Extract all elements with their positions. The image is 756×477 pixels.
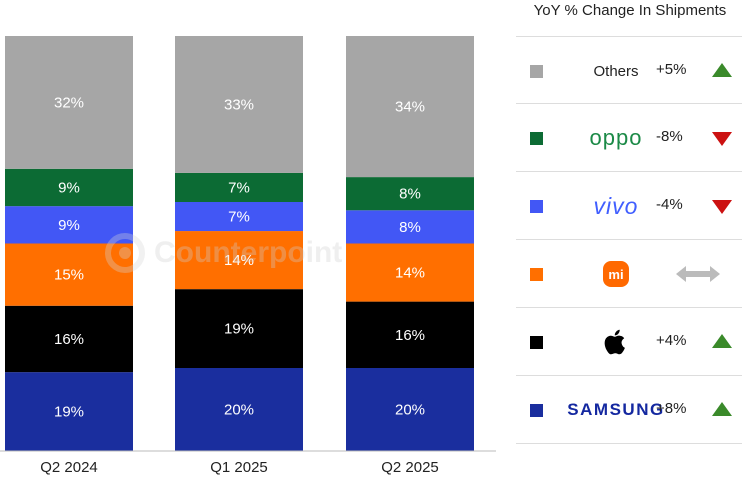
data-label-samsung-3: 20% (395, 402, 425, 419)
double-arrow-icon (676, 266, 720, 282)
legend-brand-samsung: SAMSUNG (556, 390, 676, 430)
legend-brand-others: Others (556, 51, 676, 91)
bar-segment-apple-2 (175, 289, 303, 368)
x-tick-label-1: Q2 2024 (40, 459, 98, 476)
bar-segment-others-1 (5, 36, 133, 169)
legend-swatch-apple (530, 336, 543, 349)
oppo-logo: oppo (589, 125, 643, 150)
data-label-vivo-1: 9% (58, 217, 80, 234)
data-label-apple-1: 16% (54, 331, 84, 348)
bar-segment-apple-1 (5, 305, 133, 373)
legend-change-others: +5% (656, 61, 687, 78)
bar-segment-oppo-2 (175, 172, 303, 202)
legend-row-apple: +4% (516, 308, 742, 376)
bars-group: 19% 16% 15% 9% 9% 32% 20% 19% 14% 7% 7% 33% 20% 16% 14… (5, 36, 474, 451)
arrow-down-icon (712, 132, 732, 146)
legend-change-vivo: -4% (656, 196, 683, 213)
bar-segment-vivo-2 (175, 202, 303, 232)
legend-brand-xiaomi: mi (556, 254, 676, 294)
legend-change-samsung: +8% (656, 400, 687, 417)
x-axis-ticks: Q2 2024 Q1 2025 Q2 2025 (40, 459, 439, 476)
legend-brand-apple (556, 322, 676, 362)
legend-brand-oppo: oppo (556, 118, 676, 158)
legend-swatch-oppo (530, 132, 543, 145)
xiaomi-logo: mi (603, 261, 629, 287)
data-label-oppo-1: 9% (58, 179, 80, 196)
legend-change-oppo: -8% (656, 128, 683, 145)
bar-segment-oppo-1 (5, 168, 133, 207)
legend-swatch-others (530, 65, 543, 78)
data-label-others-3: 34% (395, 99, 425, 116)
arrow-up-icon (712, 334, 732, 348)
legend-row-xiaomi: mi (516, 240, 742, 308)
data-label-vivo-2: 7% (228, 209, 250, 226)
bar-segment-apple-3 (346, 301, 474, 368)
legend-row-others: Others +5% (516, 36, 742, 104)
x-tick-label-3: Q2 2025 (381, 459, 439, 476)
arrow-up-icon (712, 63, 732, 77)
brand-others-label: Others (593, 62, 639, 80)
data-label-others-1: 32% (54, 94, 84, 111)
legend-row-vivo: vivo -4% (516, 172, 742, 240)
samsung-logo: SAMSUNG (567, 400, 665, 419)
bar-segment-others-3 (346, 36, 474, 178)
data-label-oppo-3: 8% (399, 186, 421, 203)
data-label-oppo-2: 7% (228, 179, 250, 196)
data-label-samsung-2: 20% (224, 402, 254, 419)
data-label-apple-2: 19% (224, 321, 254, 338)
bar-segment-others-2 (175, 36, 303, 173)
apple-logo-icon (604, 329, 625, 355)
watermark: Counterpoint (104, 228, 394, 278)
data-label-vivo-3: 8% (399, 219, 421, 236)
counterpoint-logo-icon (105, 233, 145, 273)
legend-swatch-vivo (530, 200, 543, 213)
bar-segment-xiaomi-2 (175, 231, 303, 290)
bar-segment-vivo-1 (5, 206, 133, 244)
legend-swatch-xiaomi (530, 268, 543, 281)
legend-brand-vivo: vivo (556, 186, 676, 226)
legend-row-oppo: oppo -8% (516, 104, 742, 172)
bar-segment-samsung-1 (5, 372, 133, 451)
vivo-logo: vivo (593, 192, 639, 219)
legend-swatch-samsung (530, 404, 543, 417)
bar-segment-xiaomi-1 (5, 243, 133, 306)
legend-title: YoY % Change In Shipments (533, 2, 727, 19)
bar-segment-samsung-3 (346, 368, 474, 451)
bar-segment-vivo-3 (346, 210, 474, 244)
data-label-xiaomi-3: 14% (395, 265, 425, 282)
bar-segment-samsung-2 (175, 368, 303, 451)
bar-segment-oppo-3 (346, 177, 474, 211)
arrow-down-icon (712, 200, 732, 214)
bar-segment-xiaomi-3 (346, 243, 474, 302)
legend-change-apple: +4% (656, 332, 687, 349)
data-label-xiaomi-1: 15% (54, 267, 84, 284)
data-label-apple-3: 16% (395, 327, 425, 344)
data-label-others-2: 33% (224, 96, 254, 113)
arrow-up-icon (712, 402, 732, 416)
data-label-xiaomi-2: 14% (224, 252, 254, 269)
legend-row-samsung: SAMSUNG +8% (516, 376, 742, 444)
watermark-text: Counterpoint (154, 236, 343, 269)
x-tick-label-2: Q1 2025 (210, 459, 268, 476)
data-label-samsung-1: 19% (54, 404, 84, 421)
